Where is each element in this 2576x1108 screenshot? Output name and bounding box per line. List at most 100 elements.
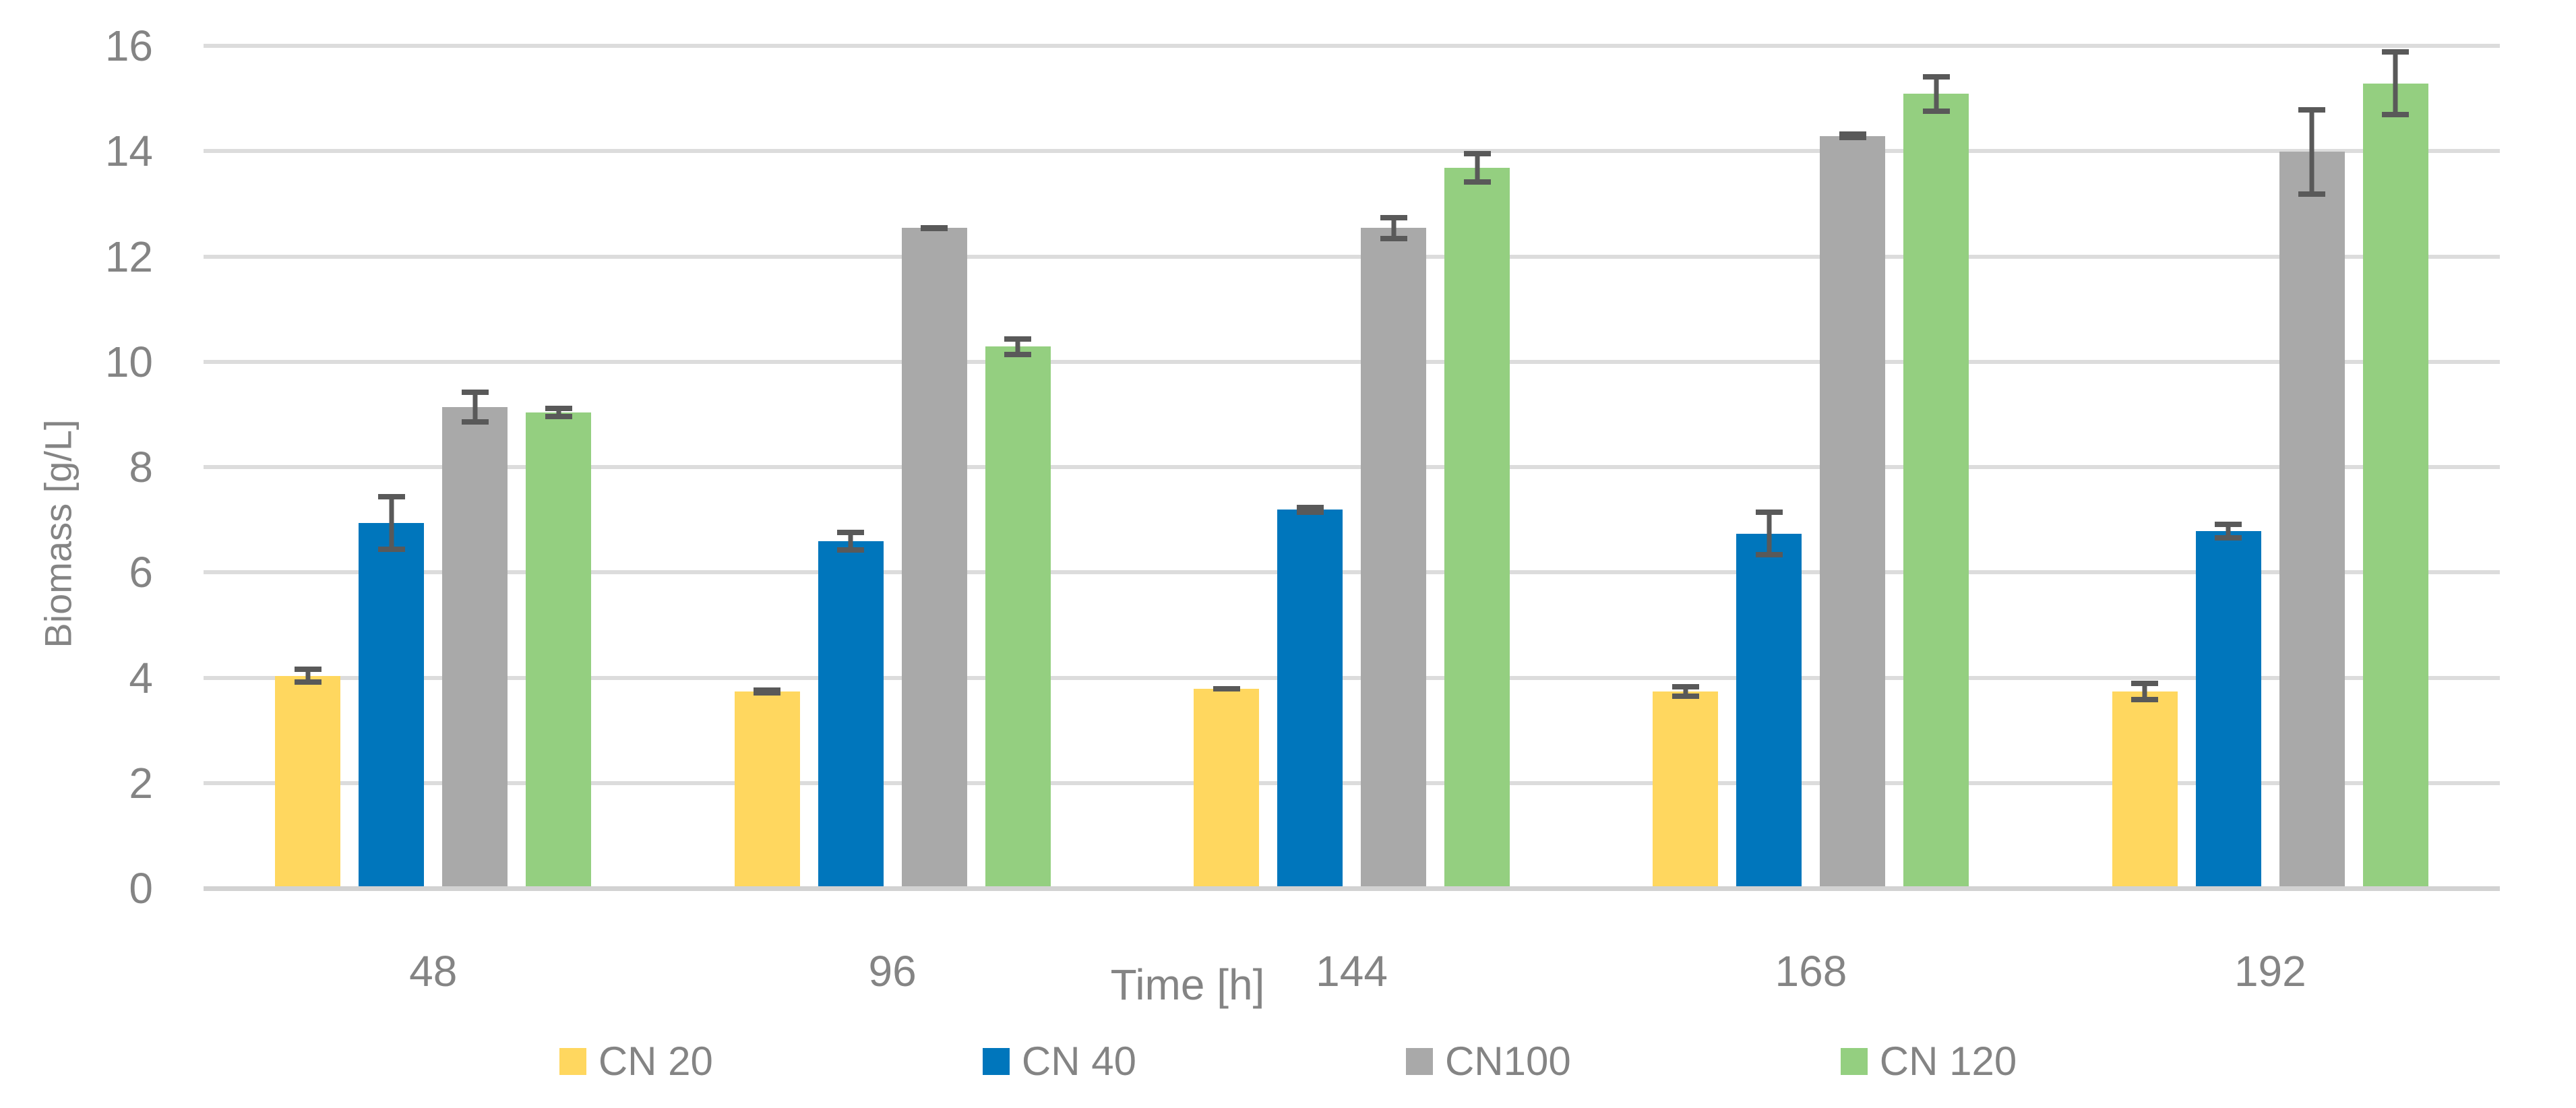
error-bar-line — [1683, 684, 1688, 699]
legend-label: CN100 — [1444, 1039, 1571, 1084]
bar-group-168 — [1581, 46, 2040, 886]
error-bar-cap-bottom — [2215, 534, 2242, 541]
bar-cn40-96 — [818, 530, 884, 886]
error-bar-line — [1475, 150, 1480, 185]
error-bar-cap-bottom — [1755, 551, 1783, 557]
gridline — [204, 465, 2500, 469]
error-bar-cap-bottom — [1213, 685, 1240, 691]
bar-cn100-144 — [1361, 214, 1427, 886]
error-bar — [461, 390, 489, 425]
error-bar — [837, 530, 865, 553]
bar-cn20-192 — [2112, 680, 2178, 886]
legend-label: CN 40 — [1021, 1039, 1136, 1084]
error-bar — [1755, 510, 1783, 557]
error-bar — [1004, 336, 1032, 357]
error-bar-cap-top — [2298, 106, 2326, 113]
y-tick-label: 2 — [129, 758, 153, 807]
y-tick-label: 6 — [129, 548, 153, 597]
error-bar — [1839, 131, 1866, 140]
legend-swatch — [1840, 1047, 1868, 1075]
bar-cn100-168 — [1820, 131, 1886, 886]
error-bar-line — [472, 390, 478, 425]
error-bar — [1296, 504, 1324, 516]
y-tick-label: 14 — [104, 127, 153, 176]
bar-cn20-96 — [734, 687, 800, 886]
gridline — [204, 359, 2500, 364]
error-bar-cap-bottom — [294, 679, 321, 685]
bar-groups — [204, 46, 2500, 886]
error-bar-line — [848, 530, 853, 553]
error-bar — [294, 667, 321, 685]
x-tick-label-48: 48 — [409, 947, 458, 995]
error-bar-cap-top — [294, 667, 321, 673]
plot-area — [204, 44, 2500, 891]
x-tick-label-192: 192 — [2234, 947, 2306, 995]
error-bar — [2382, 49, 2410, 118]
bar-group-96 — [663, 46, 1122, 886]
error-bar — [1380, 214, 1407, 241]
bar-cn100-192 — [2279, 106, 2345, 886]
bar-cn20-144 — [1194, 685, 1260, 886]
error-bar-cap-bottom — [837, 547, 865, 553]
y-tick-label: 4 — [129, 653, 153, 702]
error-bar-cap-bottom — [545, 414, 572, 420]
error-bar-line — [305, 667, 311, 685]
x-tick-label-96: 96 — [868, 947, 917, 995]
bar-cn100-96 — [901, 225, 967, 886]
error-bar-cap-top — [2215, 521, 2242, 527]
error-bar-cap-top — [2131, 680, 2159, 686]
y-tick-label: 0 — [129, 864, 153, 913]
error-bar-cap-top — [1296, 504, 1324, 510]
y-tick-label: 10 — [104, 337, 153, 386]
bar-cn120-144 — [1444, 150, 1510, 886]
error-bar-line — [1934, 73, 1939, 114]
legend-item-cn20: CN 20 — [559, 1038, 713, 1084]
error-bar — [1922, 73, 1950, 114]
legend-swatch — [559, 1047, 586, 1075]
error-bar-cap-top — [1839, 131, 1866, 137]
legend-swatch — [982, 1047, 1010, 1075]
error-bar-cap-bottom — [2131, 697, 2159, 703]
x-axis-tick-labels: 48 96 144 168 192 — [204, 946, 2500, 996]
error-bar-cap-bottom — [1463, 179, 1491, 185]
error-bar-cap-bottom — [1922, 108, 1950, 114]
error-bar-line — [2142, 680, 2147, 703]
error-bar-cap-bottom — [754, 690, 781, 696]
error-bar-cap-bottom — [461, 419, 489, 425]
error-bar — [545, 405, 572, 420]
error-bar-cap-top — [1755, 510, 1783, 516]
bar-group-144 — [1122, 46, 1581, 886]
error-bar — [1672, 684, 1699, 699]
legend: CN 20 CN 40 CN100 CN 120 — [0, 1038, 2576, 1084]
error-bar — [2215, 521, 2242, 541]
error-bar-cap-top — [1004, 336, 1032, 342]
bar-cn40-144 — [1277, 504, 1343, 886]
error-bar — [2298, 106, 2326, 197]
error-bar-cap-bottom — [1380, 235, 1407, 241]
error-bar-line — [1015, 336, 1020, 357]
error-bar — [1463, 150, 1491, 185]
gridline — [204, 675, 2500, 680]
x-axis-line — [204, 886, 2500, 891]
error-bar-line — [1391, 214, 1397, 241]
error-bar-cap-bottom — [1296, 510, 1324, 516]
error-bar — [2131, 680, 2159, 703]
bar-group-192 — [2041, 46, 2500, 886]
gridline — [204, 254, 2500, 259]
bar-cn40-48 — [359, 493, 425, 886]
error-bar-cap-top — [1922, 73, 1950, 80]
x-axis-title: Time [h] — [1110, 960, 1265, 1009]
error-bar-line — [2226, 521, 2231, 541]
error-bar — [754, 687, 781, 696]
y-tick-label: 8 — [129, 443, 153, 491]
bar-cn120-192 — [2362, 49, 2428, 886]
error-bar-cap-bottom — [2382, 112, 2410, 118]
error-bar-line — [389, 493, 394, 552]
error-bar-cap-bottom — [1672, 693, 1699, 699]
error-bar-cap-top — [545, 405, 572, 411]
bar-cn20-168 — [1653, 684, 1719, 886]
legend-label: CN 20 — [598, 1039, 713, 1084]
error-bar-cap-bottom — [2298, 191, 2326, 197]
error-bar-cap-top — [1672, 684, 1699, 689]
bar-cn100-48 — [442, 390, 508, 886]
